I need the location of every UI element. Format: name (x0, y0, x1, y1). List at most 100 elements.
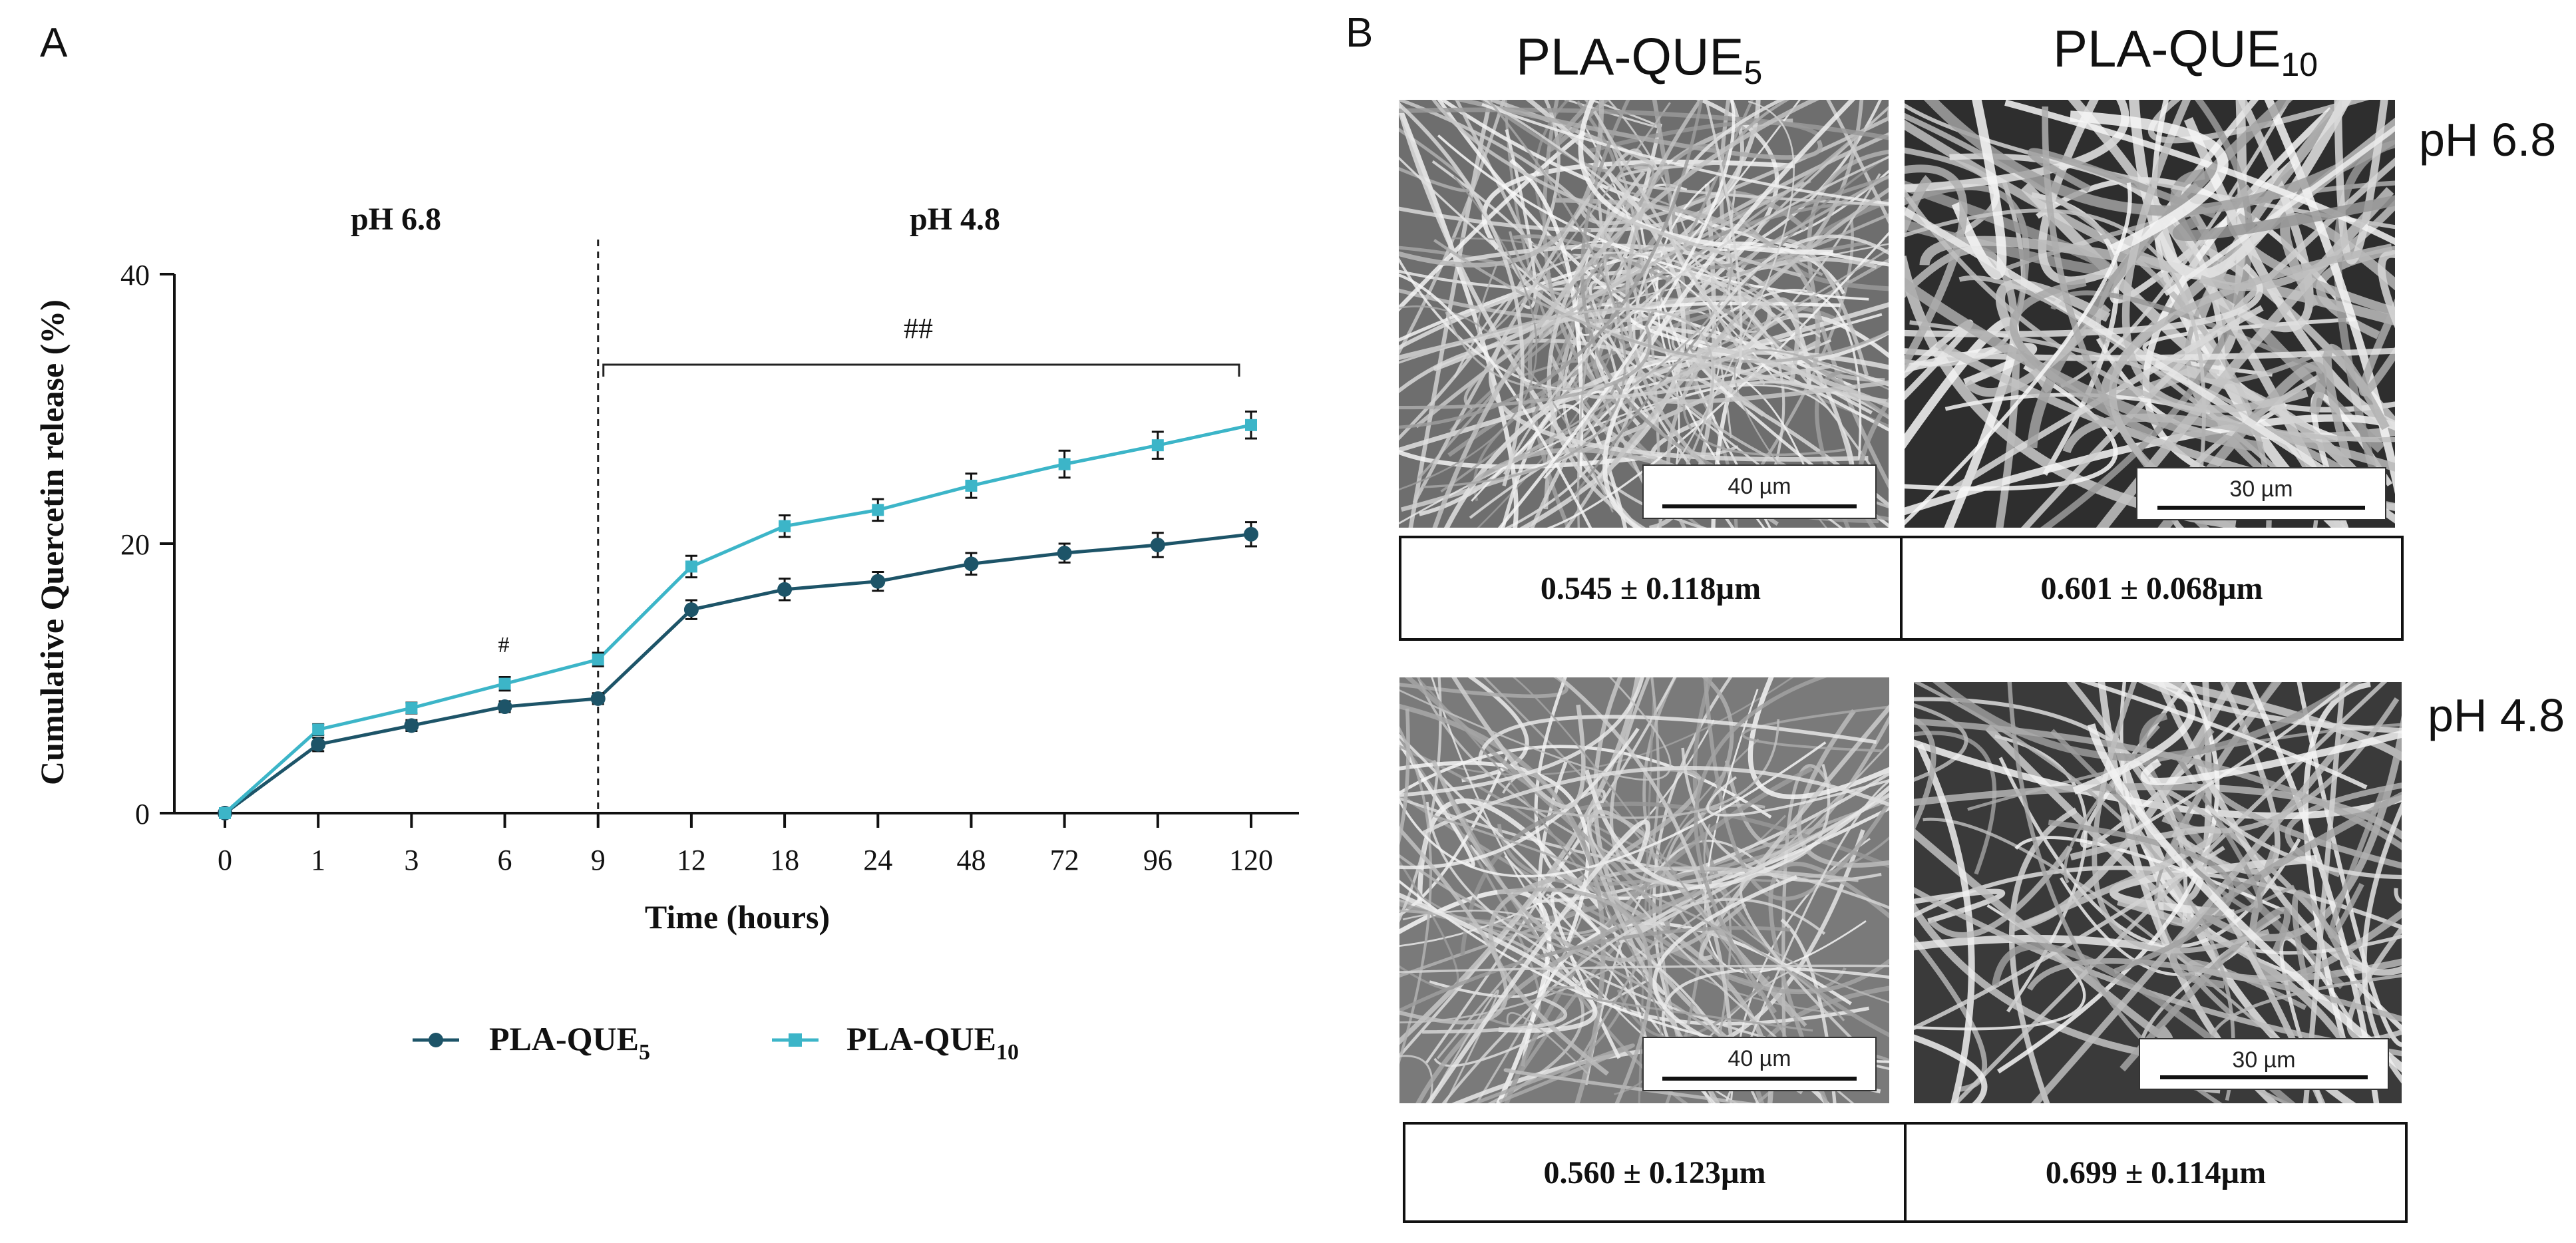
data-point-que10 (1151, 439, 1164, 452)
x-tick-label: 72 (1050, 844, 1079, 876)
y-tick-label: 0 (135, 798, 150, 830)
row-label-ph48: pH 4.8 (2428, 689, 2565, 741)
fiber-strand (1706, 776, 1889, 817)
chart-axes: 0 20 40 0 1 3 6 9 12 18 24 48 72 96 120 (120, 240, 1299, 876)
fiber-strand (1399, 677, 1644, 797)
fiber-strand (2070, 110, 2229, 256)
x-tick-label: 48 (956, 844, 986, 876)
fiber-strand (1662, 967, 1889, 1103)
legend-item-que5: PLA-QUE5 (413, 1020, 650, 1065)
fiber-strand (2378, 250, 2395, 329)
fiber-strand (1399, 100, 1604, 268)
fiber-strand (1964, 304, 2111, 397)
data-point-que5 (590, 691, 606, 706)
region-label-ph48: pH 4.8 (910, 202, 1000, 237)
fiber-strand (1739, 872, 1889, 1051)
fiber-strand (1586, 364, 1831, 399)
fiber-strand (1914, 1034, 1988, 1103)
fiber-strand (1497, 887, 1653, 1103)
data-point-que10 (965, 479, 978, 492)
legend-marker-que5 (429, 1033, 443, 1047)
fiber-strand (1525, 192, 1733, 454)
fiber-strand (1506, 1012, 1590, 1075)
significance-bracket (602, 363, 1240, 377)
fiber-strand (1780, 918, 1837, 1103)
fiber-strand (1399, 677, 1569, 699)
fiber-strand (1399, 101, 1525, 486)
fiber-strand (1905, 164, 1968, 373)
fiber-strand (2394, 888, 2402, 904)
x-tick-label: 18 (770, 844, 799, 876)
fiber-strand (1399, 826, 1509, 1025)
fiber-strand (2334, 100, 2388, 265)
legend-marker-que10 (789, 1033, 802, 1047)
fiber-strand (1399, 302, 1889, 453)
data-point-que10 (685, 560, 697, 573)
sem-image-que10-ph48: 30 µm (1914, 682, 2402, 1103)
diameter-que5-ph48: 0.560 ± 0.123µm (1543, 1154, 1766, 1190)
fiber-strand (1547, 170, 1646, 528)
data-point-que10 (592, 653, 604, 666)
column-header-que10: PLA-QUE10 (2053, 19, 2318, 83)
legend-item-que10: PLA-QUE10 (772, 1020, 1019, 1065)
fiber-strand (1602, 891, 1889, 994)
sem-fibers-que5-ph68 (1399, 100, 1889, 528)
fiber-strand (2127, 682, 2354, 836)
x-tick-label: 120 (1229, 844, 1273, 876)
sem-image-que10-ph68: 30 µm (1905, 100, 2395, 528)
data-point-que5 (311, 737, 326, 752)
scale-bar-label-que5-ph68: 40 µm (1728, 474, 1791, 499)
diameter-que10-ph48: 0.699 ± 0.114µm (1904, 1125, 2405, 1220)
fiber-strand (1422, 766, 1889, 835)
fiber-strand (1826, 100, 1889, 224)
fiber-strand (1503, 1068, 1758, 1103)
fiber-strand (1399, 703, 1606, 1103)
data-point-que5 (404, 718, 419, 733)
scale-bar-line-que5-ph68 (1662, 504, 1857, 508)
fiber-strand (2169, 791, 2402, 989)
fiber-strand (1599, 866, 1859, 882)
fiber-strand (2183, 117, 2395, 431)
fiber-strand (1399, 964, 1889, 974)
fiber-strand (1748, 677, 1889, 800)
fiber-strand (1399, 708, 1410, 846)
fiber-strand (1399, 726, 1433, 1065)
sem-fibers-que10-ph48 (1914, 682, 2402, 1103)
fiber-strand (1399, 269, 1861, 502)
diameter-que10-ph68: 0.601 ± 0.068µm (1900, 538, 2401, 638)
fiber-strand (2205, 804, 2402, 880)
panel-b-letter: B (1346, 10, 1374, 56)
fiber-strand (1451, 677, 1586, 809)
x-tick-label: 6 (498, 844, 512, 876)
fiber-strand (1905, 182, 2132, 526)
scale-bar-label-que5-ph48: 40 µm (1728, 1046, 1791, 1071)
fiber-strand (1512, 677, 1761, 997)
fiber-strand (2163, 125, 2395, 296)
fiber-strand (2248, 844, 2402, 981)
fiber-strand (1474, 719, 1780, 819)
fiber-strand (1905, 100, 2129, 193)
scale-bar-que5-ph68: 40 µm (1642, 464, 1877, 519)
fiber-strand (2048, 819, 2235, 974)
fiber-strand (1433, 814, 1845, 1021)
scale-bar-label-que10-ph68: 30 µm (2229, 476, 2293, 502)
fiber-strand (1399, 892, 1598, 1033)
fiber-strand (1742, 705, 1889, 753)
fiber-strand (1399, 719, 1715, 947)
fiber-strand (1501, 404, 1627, 528)
diameter-table-ph48: 0.560 ± 0.123µm 0.699 ± 0.114µm (1403, 1122, 2408, 1223)
legend-label-que5: PLA-QUE5 (489, 1020, 650, 1065)
sem-image-que5-ph68: 40 µm (1399, 100, 1889, 528)
fiber-strand (2080, 682, 2368, 790)
y-tick-label: 40 (120, 259, 150, 291)
x-tick-label: 96 (1143, 844, 1173, 876)
y-axis-label: Cumulative Quercetin release (%) (33, 299, 71, 785)
fiber-strand (1704, 689, 1867, 974)
scale-bar-que5-ph48: 40 µm (1642, 1037, 1877, 1091)
fiber-strand (1399, 926, 1791, 1013)
region-label-ph68: pH 6.8 (351, 202, 441, 237)
fiber-strand (1556, 677, 1734, 1054)
fiber-strand (1399, 677, 1672, 781)
fiber-strand (2172, 195, 2395, 242)
